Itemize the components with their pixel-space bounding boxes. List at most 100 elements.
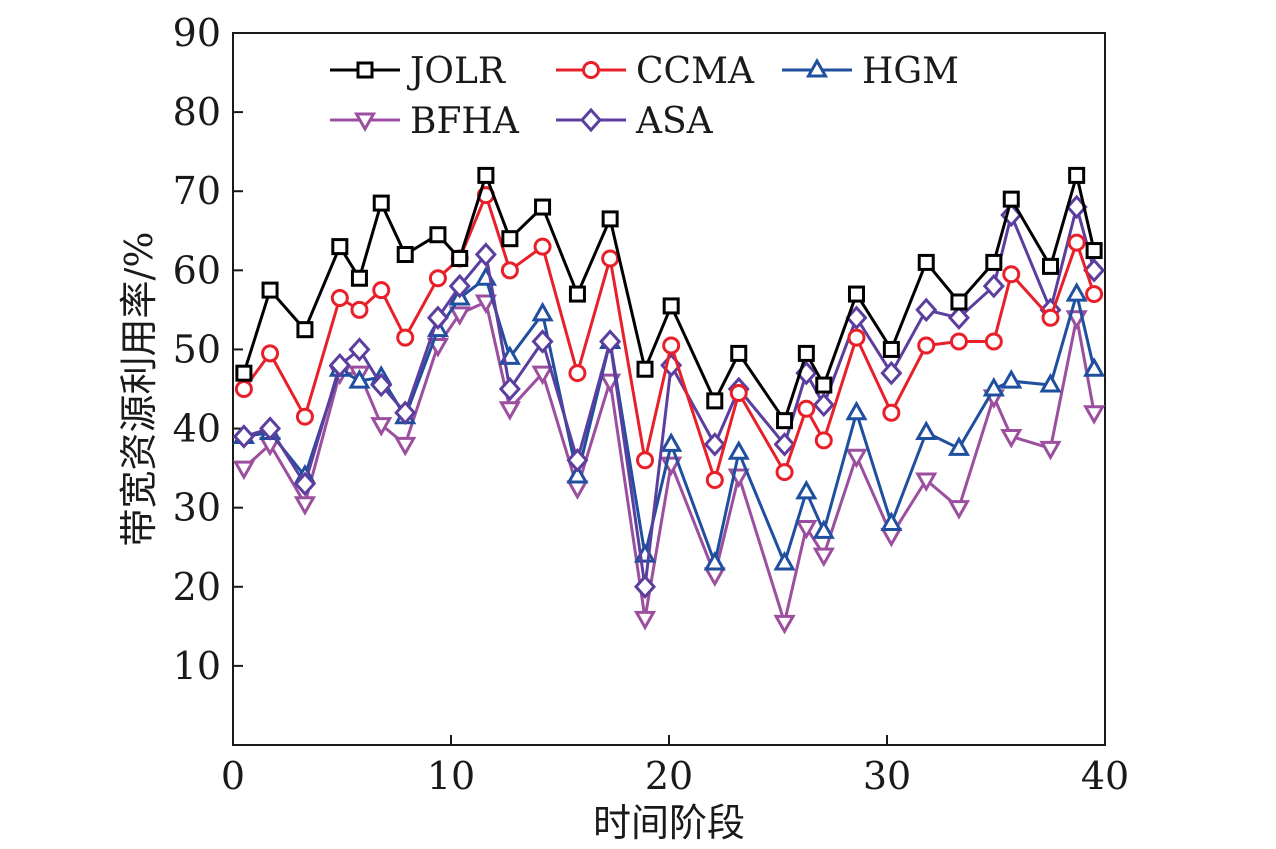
data-point-ccma <box>705 470 724 489</box>
data-point-jolr <box>451 249 469 267</box>
data-point-jolr <box>477 166 495 184</box>
data-point-asa <box>566 447 589 473</box>
data-point-asa <box>394 400 417 425</box>
data-point-hgm <box>845 400 868 421</box>
data-point-asa <box>947 305 970 331</box>
series-line-asa <box>243 205 1096 589</box>
data-point-bfha <box>880 527 903 548</box>
data-point-ccma <box>1067 233 1086 252</box>
legend-marker-hgm <box>805 57 829 78</box>
data-point-jolr <box>331 238 349 256</box>
data-point-ccma <box>1085 285 1104 304</box>
data-point-bfha <box>795 519 818 540</box>
y-tick-label: 10 <box>173 644 221 688</box>
data-point-bfha <box>845 448 868 469</box>
legend-item-asa: ASA <box>556 101 714 142</box>
data-point-ccma <box>261 344 280 363</box>
data-point-jolr <box>235 364 253 382</box>
data-point-ccma <box>234 380 253 398</box>
data-point-bfha <box>448 306 471 326</box>
data-point-asa <box>812 392 835 418</box>
data-point-jolr <box>662 297 680 315</box>
data-point-asa <box>599 329 622 354</box>
data-point-asa <box>703 432 726 457</box>
data-point-asa <box>426 305 449 331</box>
legend-item-hgm: HGM <box>782 51 959 92</box>
data-point-hgm <box>880 511 903 531</box>
data-point-bfha <box>370 417 393 437</box>
data-point-jolr <box>636 360 654 378</box>
data-point-hgm <box>795 479 818 500</box>
data-point-asa <box>982 273 1005 299</box>
data-point-asa <box>773 432 796 457</box>
legend-label-jolr: JOLR <box>406 51 506 92</box>
x-tick-label: 0 <box>221 754 245 798</box>
data-point-hgm <box>773 551 796 571</box>
data-point-ccma <box>662 336 681 355</box>
legend-label-bfha: BFHA <box>410 101 520 142</box>
data-point-ccma <box>568 364 587 383</box>
data-point-jolr <box>1085 242 1103 260</box>
data-point-bfha <box>633 610 657 631</box>
x-axis-title: 时间阶段 <box>593 801 745 845</box>
data-point-ccma <box>396 328 415 347</box>
legend-label-asa: ASA <box>635 101 714 142</box>
legend-item-bfha: BFHA <box>330 101 520 142</box>
y-tick-label: 20 <box>173 565 221 609</box>
series-ccma <box>234 186 1104 489</box>
data-point-ccma <box>814 431 833 450</box>
y-tick-label: 30 <box>173 486 221 530</box>
data-point-jolr <box>429 226 447 244</box>
data-point-asa <box>448 273 471 299</box>
data-point-ccma <box>1041 308 1060 327</box>
y-tick-label: 80 <box>173 90 221 134</box>
data-point-ccma <box>882 403 901 422</box>
data-point-bfha <box>1000 428 1023 449</box>
y-tick-label: 70 <box>173 169 221 213</box>
x-tick-label: 20 <box>645 754 693 798</box>
legend-item-jolr: JOLR <box>330 51 506 92</box>
y-tick-label: 60 <box>173 248 221 292</box>
data-point-bfha <box>293 496 317 516</box>
data-point-jolr <box>882 340 900 358</box>
data-point-ccma <box>372 281 391 300</box>
data-point-jolr <box>296 321 314 339</box>
data-point-hgm <box>1065 282 1088 302</box>
data-point-jolr <box>706 392 724 410</box>
y-axis: 10 20 30 40 50 60 70 80 90 <box>173 11 243 688</box>
legend-marker-asa <box>579 107 603 133</box>
data-point-asa <box>1083 258 1106 283</box>
data-point-jolr <box>534 198 552 216</box>
legend-label-hgm: HGM <box>862 51 959 92</box>
data-point-ccma <box>500 261 519 280</box>
data-point-jolr <box>1042 257 1059 275</box>
data-point-asa <box>370 372 393 398</box>
data-point-hgm <box>812 519 835 539</box>
data-point-bfha <box>947 500 971 520</box>
data-point-bfha <box>394 436 417 457</box>
data-point-jolr <box>730 344 748 362</box>
data-point-bfha <box>915 472 938 493</box>
data-point-bfha <box>232 460 255 481</box>
x-tick-label: 40 <box>1081 754 1129 798</box>
data-point-bfha <box>773 614 796 635</box>
y-tick-label: 50 <box>173 327 221 371</box>
data-point-ccma <box>350 300 369 319</box>
data-point-hgm <box>660 432 683 452</box>
series-asa <box>232 194 1106 600</box>
data-point-bfha <box>566 480 589 500</box>
data-point-jolr <box>396 246 414 264</box>
data-point-hgm <box>1039 373 1062 393</box>
data-point-hgm <box>947 436 971 456</box>
y-axis-title: 带宽资源利用率/% <box>117 232 161 547</box>
data-point-hgm <box>703 551 726 571</box>
data-point-hgm <box>727 440 750 460</box>
x-axis: 0 10 20 30 40 <box>221 735 1129 798</box>
data-point-ccma <box>330 289 349 308</box>
data-point-ccma <box>636 451 655 470</box>
data-point-bfha <box>812 547 835 568</box>
series-group <box>232 166 1106 635</box>
data-point-jolr <box>847 285 865 303</box>
data-point-ccma <box>428 269 447 288</box>
